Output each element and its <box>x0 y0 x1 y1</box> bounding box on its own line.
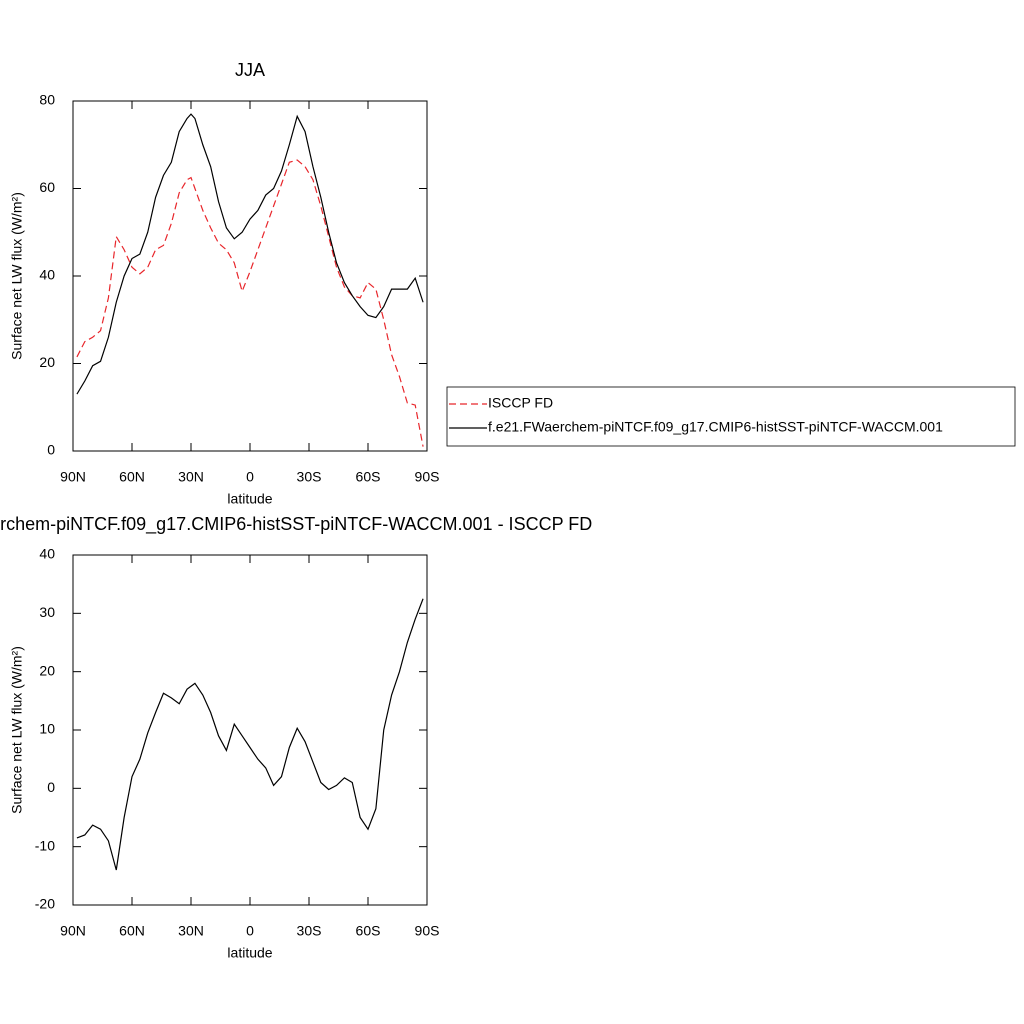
x-tick-label: 60S <box>356 923 381 939</box>
y-tick-label: 0 <box>47 779 55 795</box>
y-tick-label: 10 <box>39 721 55 737</box>
x-tick-label: 60S <box>356 469 381 485</box>
legend-label: f.e21.FWaerchem-piNTCF.f09_g17.CMIP6-his… <box>488 419 943 435</box>
series-line <box>76 113 424 395</box>
y-tick-label: 80 <box>39 92 55 108</box>
x-tick-label: 30N <box>178 923 204 939</box>
series-line <box>76 159 424 447</box>
x-axis-label: latitude <box>227 945 272 961</box>
chart-title: f.e21.FWaerchem-piNTCF.f09_g17.CMIP6-his… <box>0 514 592 535</box>
x-tick-label: 0 <box>246 923 254 939</box>
x-tick-label: 0 <box>246 469 254 485</box>
x-axis-label: latitude <box>227 491 272 507</box>
legend-label: ISCCP FD <box>488 395 553 411</box>
y-tick-label: 30 <box>39 604 55 620</box>
x-tick-label: 90S <box>415 923 440 939</box>
y-tick-label: 20 <box>39 354 55 370</box>
y-tick-label: 20 <box>39 662 55 678</box>
y-tick-label: 40 <box>39 546 55 562</box>
y-tick-label: 60 <box>39 179 55 195</box>
y-tick-label: 40 <box>39 267 55 283</box>
x-tick-label: 60N <box>119 923 145 939</box>
x-tick-label: 60N <box>119 469 145 485</box>
x-tick-label: 30S <box>297 923 322 939</box>
x-tick-label: 90N <box>60 469 86 485</box>
x-tick-label: 90N <box>60 923 86 939</box>
x-tick-label: 30S <box>297 469 322 485</box>
plot-frame <box>72 100 428 452</box>
y-axis-label: Surface net LW flux (W/m²) <box>9 646 25 814</box>
y-tick-label: -10 <box>35 837 55 853</box>
chart-title: JJA <box>235 60 265 80</box>
y-axis-label: Surface net LW flux (W/m²) <box>9 192 25 360</box>
y-tick-label: 0 <box>47 442 55 458</box>
y-tick-label: -20 <box>35 896 55 912</box>
x-tick-label: 30N <box>178 469 204 485</box>
plot-frame <box>72 554 428 906</box>
legend-box <box>446 386 1016 447</box>
x-tick-label: 90S <box>415 469 440 485</box>
series-line <box>76 598 424 871</box>
